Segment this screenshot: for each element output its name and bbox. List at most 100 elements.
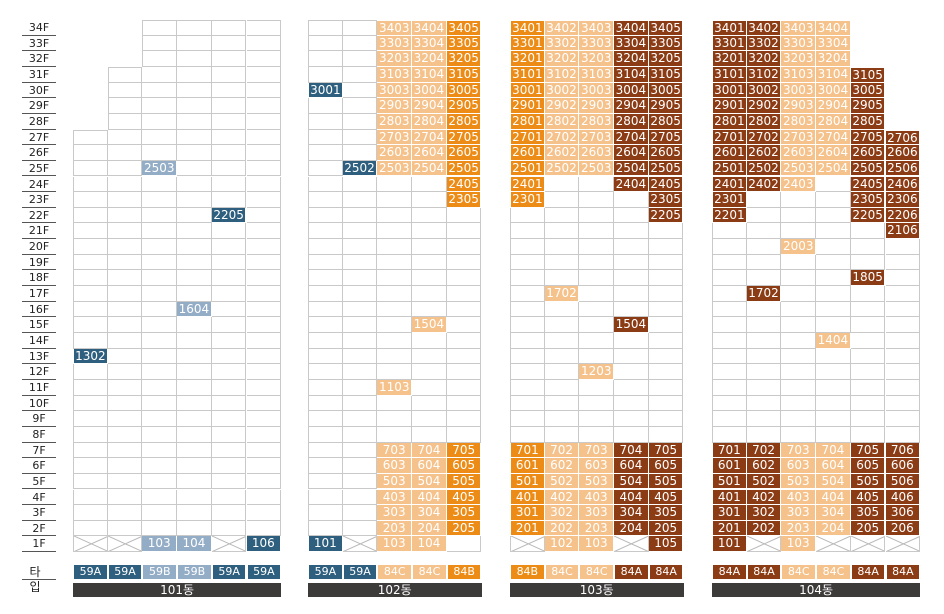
unit-cell: 3004	[816, 82, 851, 99]
unit-cell: 606	[885, 458, 921, 474]
unit-cell: 205	[850, 520, 886, 537]
unit-cell: 2502	[342, 160, 378, 177]
unit-cell: 101	[308, 536, 343, 553]
unit-cell: 205	[648, 520, 684, 537]
empty-cell	[177, 192, 212, 208]
empty-cell	[377, 192, 413, 208]
unit-cell: 2705	[648, 129, 684, 146]
empty-cell	[377, 223, 413, 240]
unit-cell: 3204	[412, 51, 447, 67]
unit-cell: 3104	[412, 66, 447, 83]
unit-cell: 506	[885, 473, 921, 490]
empty-cell	[211, 113, 247, 130]
empty-cell	[816, 207, 851, 224]
unit-cell: 2604	[614, 145, 649, 161]
unit-cell: 3403	[781, 20, 817, 36]
empty-cell	[342, 442, 378, 459]
empty-cell	[781, 395, 817, 412]
empty-cell	[177, 113, 212, 130]
unit-cell: 702	[746, 442, 782, 459]
empty-cell	[308, 145, 343, 161]
unit-cell: 2402	[746, 176, 782, 193]
floor-label: 7F	[22, 443, 56, 459]
empty-cell	[211, 364, 247, 380]
unit-cell: 3001	[510, 82, 545, 99]
unit-cell: 2703	[377, 129, 413, 146]
unit-cell: 1203	[579, 364, 615, 380]
empty-cell	[446, 239, 482, 255]
floor-label: 17F	[22, 286, 56, 302]
unit-cell: 3104	[614, 66, 649, 83]
empty-cell	[446, 254, 482, 271]
unit-cell: 2605	[446, 145, 482, 161]
empty-cell	[746, 379, 782, 396]
unit-cell: 2901	[712, 98, 747, 114]
unit-cell: 3003	[781, 82, 817, 99]
empty-cell	[142, 520, 178, 537]
empty-cell	[308, 520, 343, 537]
empty-cell	[412, 176, 447, 193]
empty-cell	[107, 98, 143, 114]
empty-cell	[308, 473, 343, 490]
empty-cell	[412, 379, 447, 396]
empty-cell	[850, 223, 886, 240]
empty-cell	[342, 379, 378, 396]
empty-cell	[342, 98, 378, 114]
empty-cell	[648, 426, 684, 443]
unit-cell: 501	[712, 473, 747, 490]
empty-cell	[308, 411, 343, 427]
empty-cell	[107, 176, 143, 193]
empty-cell	[781, 364, 817, 380]
empty-cell	[579, 301, 615, 318]
empty-cell	[142, 505, 178, 521]
unit-cell: 705	[446, 442, 482, 459]
unit-cell: 2905	[446, 98, 482, 114]
unit-cell: 2505	[850, 160, 886, 177]
empty-cell	[342, 207, 378, 224]
empty-cell	[579, 254, 615, 271]
empty-cell	[246, 317, 282, 333]
unit-cell: 2701	[712, 129, 747, 146]
empty-cell	[211, 379, 247, 396]
empty-cell	[510, 239, 545, 255]
empty-cell	[342, 348, 378, 365]
unit-cell: 2603	[579, 145, 615, 161]
empty-cell	[308, 489, 343, 506]
unit-cell: 2704	[614, 129, 649, 146]
empty-cell	[107, 207, 143, 224]
type-cell: 84C	[413, 565, 446, 579]
empty-cell	[446, 379, 482, 396]
floor-label: 11F	[22, 380, 56, 396]
empty-cell	[614, 379, 649, 396]
empty-cell	[579, 317, 615, 333]
unit-cell: 2602	[544, 145, 580, 161]
floor-label: 25F	[22, 161, 56, 177]
unit-cell: 2603	[377, 145, 413, 161]
type-cell: 84C	[545, 565, 579, 579]
unit-cell: 3103	[781, 66, 817, 83]
empty-cell	[885, 270, 921, 287]
unit-cell: 503	[579, 473, 615, 490]
empty-cell	[107, 82, 143, 99]
unit-cell: 2901	[510, 98, 545, 114]
floor-label: 8F	[22, 427, 56, 443]
empty-cell	[211, 223, 247, 240]
empty-cell	[142, 317, 178, 333]
unit-cell: 3203	[579, 51, 615, 67]
floor-label: 33F	[22, 36, 56, 52]
unit-cell: 3303	[781, 35, 817, 52]
unit-cell: 402	[746, 489, 782, 506]
unit-cell: 2201	[712, 207, 747, 224]
empty-cell	[746, 364, 782, 380]
empty-cell	[73, 505, 108, 521]
empty-cell	[412, 348, 447, 365]
empty-cell	[211, 176, 247, 193]
empty-cell	[579, 426, 615, 443]
unit-cell: 503	[781, 473, 817, 490]
empty-cell	[544, 301, 580, 318]
empty-cell	[246, 192, 282, 208]
empty-cell	[816, 301, 851, 318]
type-cell: 84B	[447, 565, 481, 579]
unit-cell: 206	[885, 520, 921, 537]
unit-cell: 3202	[544, 51, 580, 67]
